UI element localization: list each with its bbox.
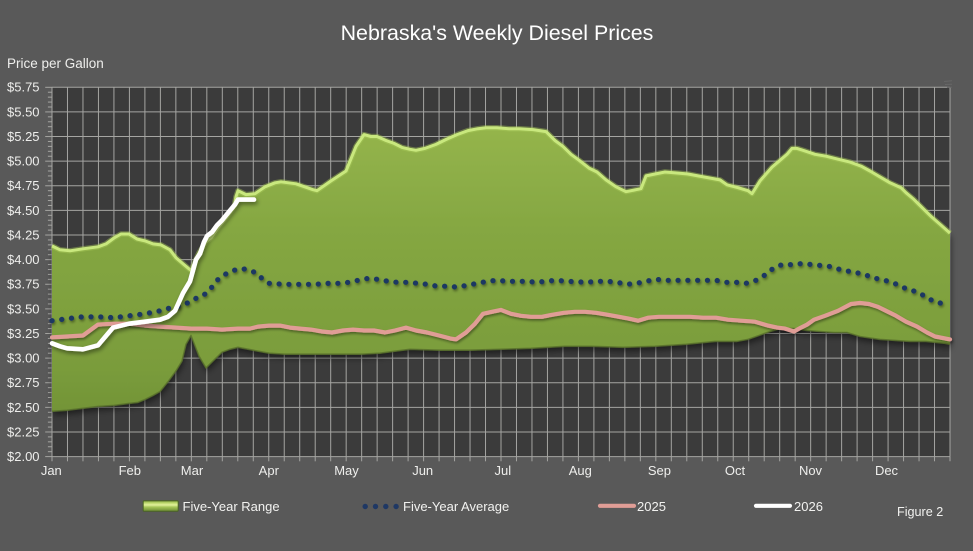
svg-text:2026: 2026	[794, 499, 823, 514]
svg-text:2025: 2025	[637, 499, 666, 514]
svg-text:Nebraska's Weekly Diesel Price: Nebraska's Weekly Diesel Prices	[341, 21, 654, 45]
svg-text:$3.50: $3.50	[7, 301, 40, 316]
svg-text:Price per Gallon: Price per Gallon	[7, 56, 104, 71]
svg-text:$4.00: $4.00	[7, 252, 40, 267]
svg-text:$4.25: $4.25	[7, 227, 40, 242]
svg-text:Oct: Oct	[725, 463, 746, 478]
svg-text:Jul: Jul	[494, 463, 511, 478]
svg-text:Dec: Dec	[875, 463, 899, 478]
svg-text:Aug: Aug	[569, 463, 592, 478]
svg-text:$3.00: $3.00	[7, 351, 40, 366]
svg-text:Five-Year Range: Five-Year Range	[183, 499, 280, 514]
svg-text:$2.25: $2.25	[7, 424, 40, 439]
svg-text:Sep: Sep	[648, 463, 671, 478]
svg-text:$2.50: $2.50	[7, 400, 40, 415]
svg-text:$3.75: $3.75	[7, 277, 40, 292]
svg-text:$3.25: $3.25	[7, 326, 40, 341]
svg-text:$4.75: $4.75	[7, 178, 40, 193]
svg-text:May: May	[334, 463, 359, 478]
svg-text:$4.50: $4.50	[7, 203, 40, 218]
svg-text:$2.75: $2.75	[7, 375, 40, 390]
svg-text:Jun: Jun	[412, 463, 433, 478]
svg-text:$5.50: $5.50	[7, 104, 40, 119]
svg-text:$2.00: $2.00	[7, 449, 40, 464]
svg-text:$5.75: $5.75	[7, 80, 40, 95]
svg-text:Jan: Jan	[41, 463, 62, 478]
svg-text:Five-Year Average: Five-Year Average	[403, 499, 509, 514]
svg-text:Feb: Feb	[119, 463, 141, 478]
svg-text:$5.00: $5.00	[7, 154, 40, 169]
svg-text:$5.25: $5.25	[7, 129, 40, 144]
svg-text:Figure 2: Figure 2	[897, 505, 943, 519]
svg-text:Apr: Apr	[259, 463, 280, 478]
svg-text:Mar: Mar	[181, 463, 204, 478]
svg-text:Nov: Nov	[799, 463, 823, 478]
